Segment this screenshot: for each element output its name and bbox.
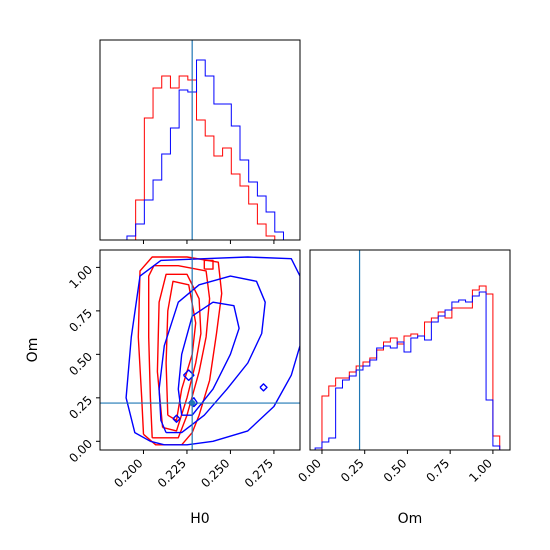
om-hist-x-tick-label-3: 0.75	[423, 456, 452, 485]
contour-y-tick-label-3: 0.75	[66, 306, 95, 335]
h0-histogram-panel	[99, 39, 301, 244]
contour-blue-level-5	[259, 383, 268, 392]
om-hist-hist-blue	[314, 291, 501, 450]
contour-x-tick-label-0: 0.200	[111, 456, 145, 490]
contour-y-tick-label-1: 0.25	[66, 393, 95, 422]
contour-red-level-2	[156, 273, 202, 432]
om-hist-x-tick-label-1: 0.25	[338, 456, 367, 485]
contour-red-level-4	[203, 259, 214, 270]
h0-om-contour-panel: 0.200 0.225 0.250 0.275 0.00 0.25 0.50 0.75 1.00	[66, 249, 301, 490]
contour-x-tick-label-3: 0.275	[242, 456, 276, 490]
contour-x-tick-label-2: 0.250	[198, 456, 232, 490]
contour-blue-level-4	[183, 369, 195, 382]
contour-blue-level-2	[177, 301, 240, 416]
contour-y-tick-label-4: 1.00	[66, 263, 95, 292]
x-axis-label-h0: H0	[190, 511, 209, 527]
contour-red-level-0	[137, 256, 223, 446]
h0-hist-hist-red	[118, 75, 293, 240]
truth-point	[189, 400, 196, 407]
h0-hist-frame	[99, 39, 301, 241]
om-hist-x-tick-label-4: 1.00	[466, 456, 495, 485]
contour-y-tick-label-2: 0.50	[66, 350, 95, 379]
contour-x-tick-label-1: 0.225	[155, 456, 189, 490]
h0-hist-plot-area	[118, 40, 293, 240]
om-hist-frame	[309, 249, 511, 451]
om-hist-x-tick-label-0: 0.00	[295, 456, 324, 485]
contour-blue-level-0	[125, 256, 300, 446]
om-histogram-panel: 0.00 0.25 0.50 0.75 1.00	[295, 249, 511, 485]
x-axis-label-om: Om	[398, 511, 423, 527]
contour-blue-level-6	[172, 414, 181, 423]
contour-plot-area	[100, 250, 300, 450]
om-hist-plot-area	[314, 250, 501, 450]
contour-blue-level-1	[158, 275, 266, 434]
om-hist-x-tick-label-2: 0.50	[381, 456, 410, 485]
contour-y-tick-label-0: 0.00	[66, 437, 95, 466]
h0-hist-hist-blue	[118, 59, 293, 240]
om-hist-hist-red	[315, 285, 501, 450]
y-axis-label-om: Om	[25, 338, 41, 363]
contour-frame	[99, 249, 301, 451]
